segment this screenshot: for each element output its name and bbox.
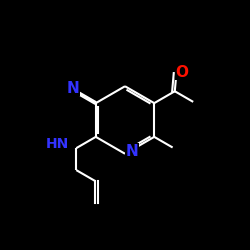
- Text: N: N: [66, 80, 79, 96]
- Text: N: N: [126, 144, 138, 159]
- Text: HN: HN: [46, 137, 69, 151]
- Text: O: O: [175, 64, 188, 80]
